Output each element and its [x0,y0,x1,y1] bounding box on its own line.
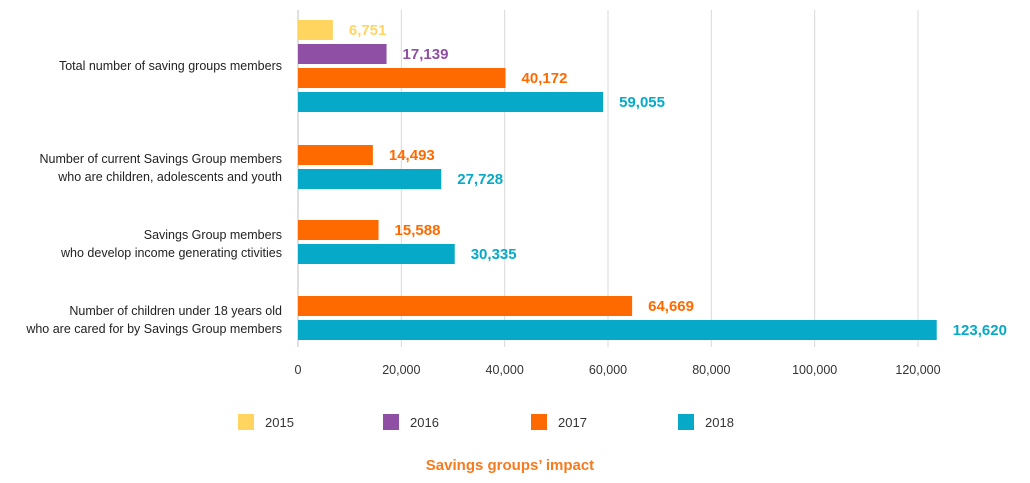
value-label-2017: 14,493 [389,147,435,164]
category-label: who are cared for by Savings Group membe… [25,322,282,336]
legend-swatch-2017 [531,414,547,430]
value-label-2017: 40,172 [522,70,568,87]
value-label-2017: 15,588 [395,222,441,239]
value-label-2016: 17,139 [403,46,449,63]
legend-swatch-2015 [238,414,254,430]
category-label: Number of children under 18 years old [69,304,282,318]
x-axis-ticks: 0 20,000 40,000 60,000 80,000 100,000 120,000 [295,363,941,377]
value-label-2018: 59,055 [619,94,665,111]
value-label-2017: 64,669 [648,298,694,315]
bar-2017 [298,220,379,240]
legend-label-2018: 2018 [705,415,734,430]
legend: 2015 2016 2017 2018 [238,414,734,430]
category-label: Total number of saving groups members [59,59,282,73]
value-label-2018: 123,620 [953,322,1007,339]
legend-label-2016: 2016 [410,415,439,430]
bar-2017 [298,296,633,316]
value-labels: 6,751 17,139 40,172 59,055 14,493 27,728 15,58… [349,22,1007,339]
category-label: who develop income generating ctivities [60,246,282,260]
value-label-2015: 6,751 [349,22,387,39]
x-tick-label: 100,000 [792,363,837,377]
x-tick-label: 120,000 [895,363,940,377]
bar-2018 [298,169,442,189]
x-tick-label: 60,000 [589,363,627,377]
grid-lines [297,10,919,347]
legend-swatch-2016 [383,414,399,430]
bar-2018 [298,320,937,340]
legend-label-2017: 2017 [558,415,587,430]
legend-swatch-2018 [678,414,694,430]
bar-2015 [298,20,333,40]
bar-2018 [298,244,455,264]
x-tick-label: 0 [295,363,302,377]
x-tick-label: 80,000 [692,363,730,377]
category-label: who are children, adolescents and youth [57,170,282,184]
value-label-2018: 30,335 [471,246,517,263]
category-labels: Total number of saving groups members Num… [25,59,282,336]
bar-2018 [298,92,604,112]
x-tick-label: 20,000 [382,363,420,377]
bar-2017 [298,145,373,165]
bar-2017 [298,68,506,88]
category-label: Number of current Savings Group members [40,152,282,166]
bar-2016 [298,44,387,64]
chart-title: Savings groups’ impact [426,457,594,474]
x-tick-label: 40,000 [486,363,524,377]
legend-label-2015: 2015 [265,415,294,430]
category-label: Savings Group members [144,228,282,242]
bars [298,20,937,340]
value-label-2018: 27,728 [457,171,503,188]
